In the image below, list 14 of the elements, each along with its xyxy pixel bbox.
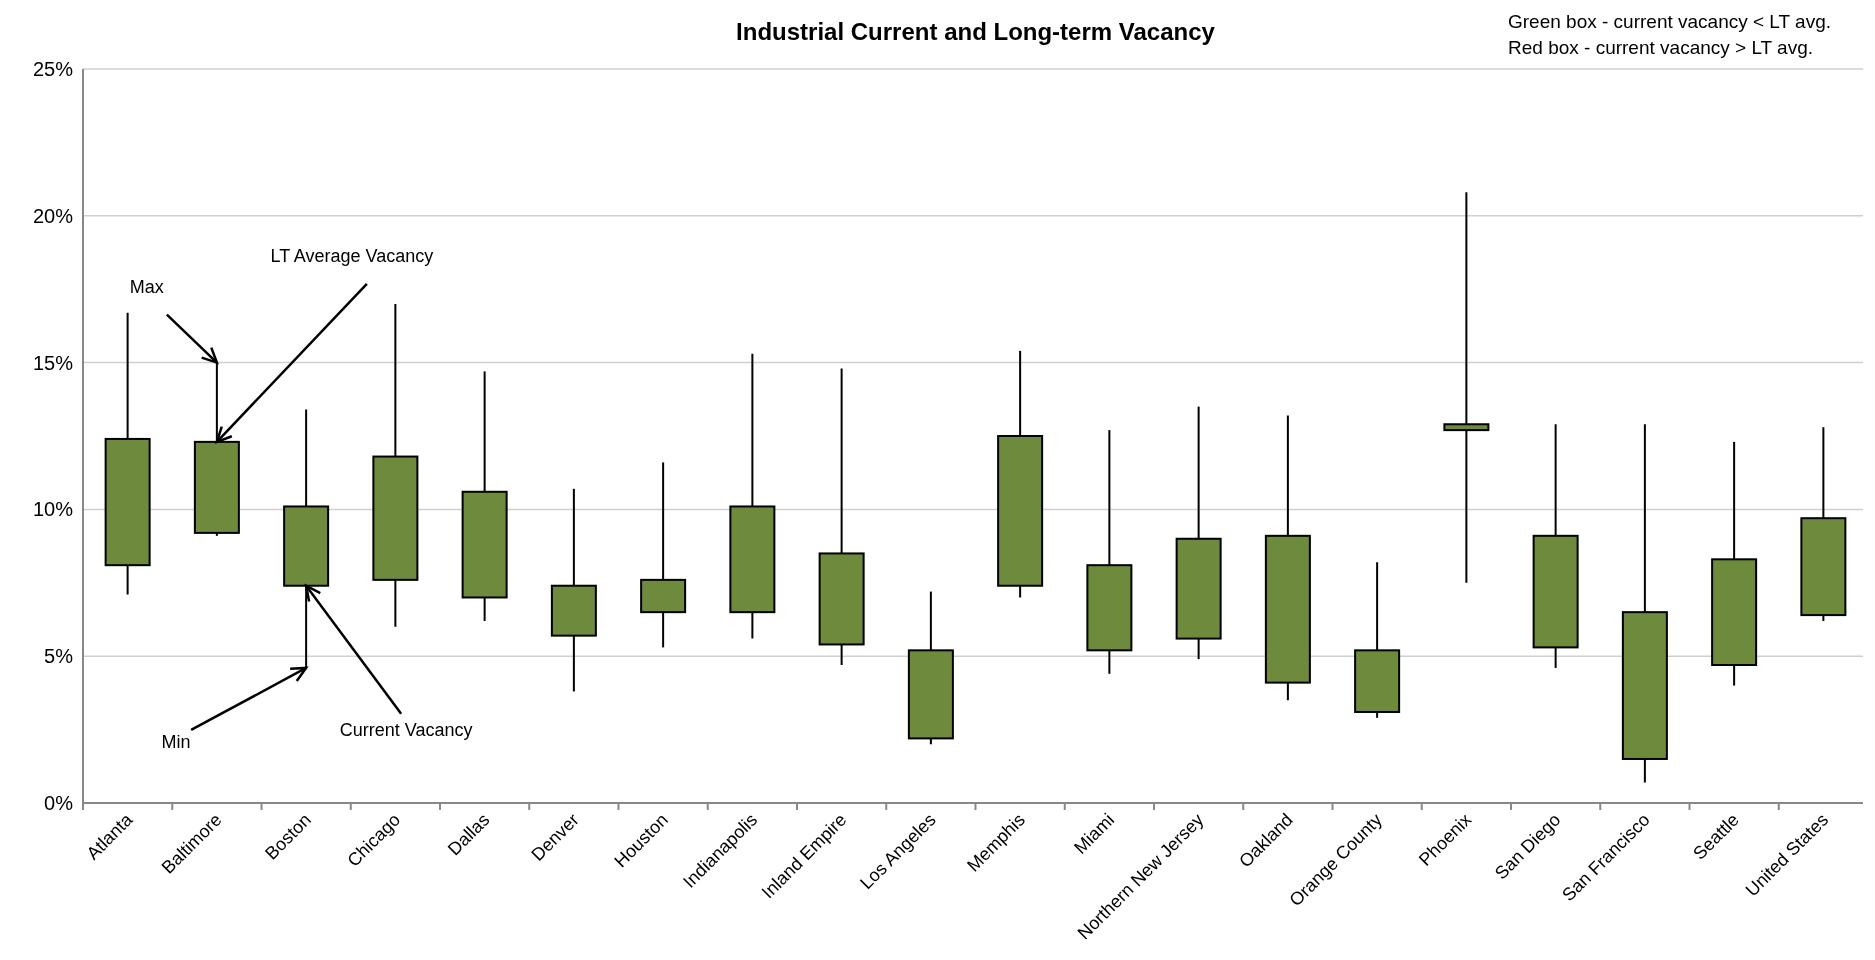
- annotation: LT Average Vacancy: [270, 245, 434, 266]
- text: Green box - current vacancy < LT avg.: [1508, 11, 1831, 32]
- y-tick-label: 10%: [32, 498, 74, 521]
- y-tick-label: 5%: [44, 645, 74, 668]
- y-tick-label: 0%: [44, 792, 74, 814]
- annotation: Min: [161, 731, 191, 752]
- annotation: Max: [129, 276, 164, 297]
- y-tick-label: 25%: [32, 58, 74, 80]
- chart-title: Industrial Current and Long-term Vacancy: [736, 18, 1216, 45]
- candlestick: [1443, 191, 1490, 584]
- text: Red box - current vacancy > LT avg.: [1508, 37, 1814, 58]
- y-tick-label: 20%: [32, 204, 74, 227]
- y-tick-label: 15%: [32, 351, 74, 374]
- annotation: Current Vacancy: [339, 719, 473, 740]
